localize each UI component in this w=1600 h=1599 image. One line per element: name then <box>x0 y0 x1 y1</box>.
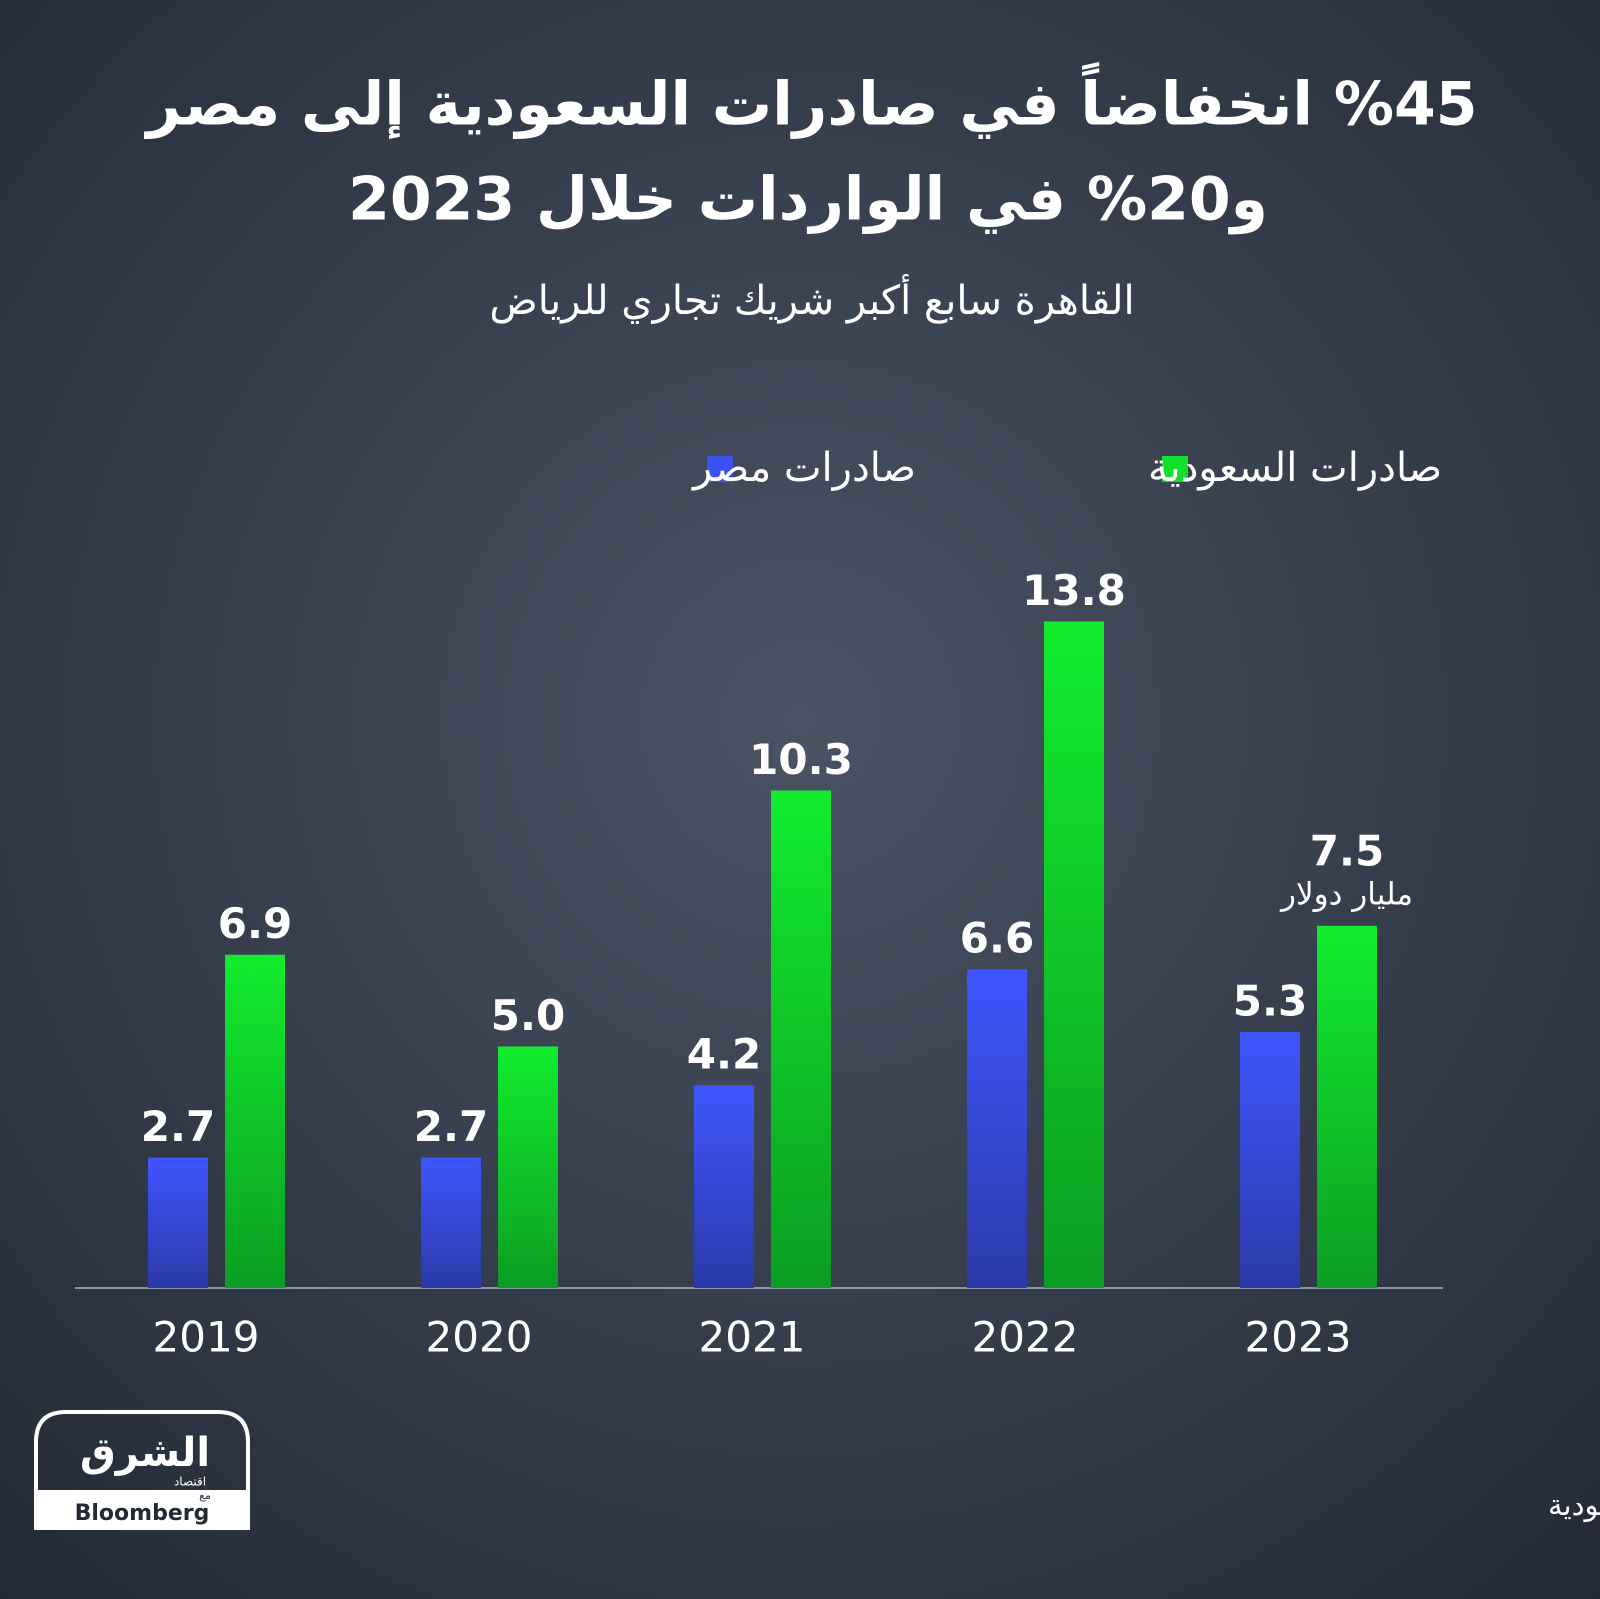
bar <box>1044 621 1104 1288</box>
x-tick-label: 2019 <box>153 1313 260 1362</box>
logo: الشرق اقتصاد مع Bloomberg <box>34 1410 250 1530</box>
value-label: 10.3 <box>749 735 853 784</box>
bar <box>967 969 1027 1288</box>
x-tick-label: 2021 <box>699 1313 806 1362</box>
logo-with: مع <box>199 1489 211 1502</box>
bar <box>421 1157 481 1288</box>
legend-swatch <box>1162 456 1188 482</box>
title-line: %45 انخفاضاً في صادرات السعودية إلى مصر <box>144 61 1478 139</box>
legend-label: صادرات السعودية <box>1148 445 1442 491</box>
value-label: 6.6 <box>960 914 1034 963</box>
value-label: 7.5 <box>1310 826 1384 875</box>
title-line: و20% في الواردات خلال 2023 <box>348 165 1268 235</box>
value-label: 6.9 <box>218 899 292 948</box>
value-label: 5.3 <box>1233 977 1307 1026</box>
value-label: 2.7 <box>141 1102 215 1151</box>
logo-partner: Bloomberg <box>75 1501 210 1526</box>
bar <box>1317 925 1377 1288</box>
legend-swatch <box>707 456 733 482</box>
bar <box>498 1046 558 1288</box>
legend-label: صادرات مصر <box>691 445 916 491</box>
value-label: 13.8 <box>1022 566 1126 615</box>
logo-frame <box>34 1410 250 1530</box>
value-label: 4.2 <box>687 1030 761 1079</box>
bar <box>771 790 831 1288</box>
subtitle: القاهرة سابع أكبر شريك تجاري للرياض <box>489 274 1134 324</box>
x-tick-label: 2023 <box>1245 1313 1352 1362</box>
bar <box>225 954 285 1288</box>
bar <box>694 1085 754 1288</box>
value-label: 2.7 <box>414 1102 488 1151</box>
x-tick-label: 2022 <box>972 1313 1079 1362</box>
bar <box>1240 1032 1300 1288</box>
logo-name: الشرق <box>80 1430 210 1476</box>
logo-tagline: اقتصاد <box>174 1475 206 1489</box>
source: المصدر: بيانات الهيئة العامة للإحصاء الس… <box>1548 1488 1600 1523</box>
logo-band <box>36 1490 248 1530</box>
bar <box>148 1157 208 1288</box>
value-label: 5.0 <box>491 991 565 1040</box>
x-tick-label: 2020 <box>426 1313 533 1362</box>
annotation: مليار دولار <box>1279 876 1413 912</box>
